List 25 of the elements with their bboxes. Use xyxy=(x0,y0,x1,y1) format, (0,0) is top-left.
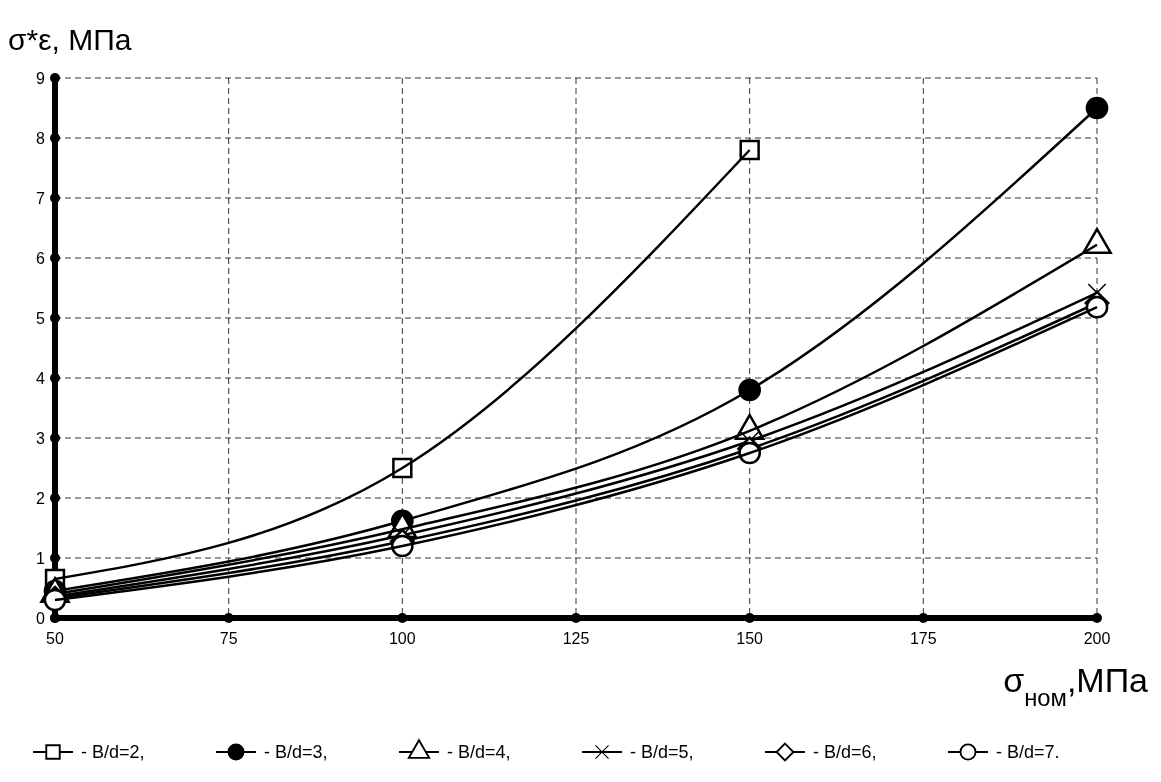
legend-label: - B/d=7. xyxy=(996,742,1060,762)
legend-label: - B/d=6, xyxy=(813,742,877,762)
y-tick-label: 7 xyxy=(36,189,46,207)
y-tick-label: 0 xyxy=(36,609,46,627)
y-tick-label: 3 xyxy=(36,429,46,447)
y-axis-title: σ*ε, МПа xyxy=(8,23,132,56)
x-tick-label: 200 xyxy=(1083,630,1111,647)
legend-label: - B/d=3, xyxy=(264,742,328,762)
legend-label: - B/d=2, xyxy=(81,742,145,762)
y-tick-label: 8 xyxy=(36,129,46,147)
x-tick-label: 125 xyxy=(562,630,590,647)
y-tick-label: 1 xyxy=(36,549,46,567)
y-tick-label: 5 xyxy=(36,309,46,327)
x-tick-label: 50 xyxy=(46,630,64,647)
x-tick-label: 175 xyxy=(909,630,937,647)
y-tick-label: 2 xyxy=(36,489,46,507)
legend-label: - B/d=4, xyxy=(447,742,511,762)
x-tick-label: 75 xyxy=(219,630,238,647)
y-tick-label: 6 xyxy=(36,249,46,267)
y-tick-label: 4 xyxy=(36,369,46,387)
x-tick-label: 100 xyxy=(388,630,416,647)
x-axis-title: σ$_{ном}$,МПа xyxy=(1003,661,1149,711)
x-tick-label: 150 xyxy=(736,630,764,647)
legend-label: - B/d=5, xyxy=(630,742,694,762)
y-tick-label: 9 xyxy=(36,69,46,87)
